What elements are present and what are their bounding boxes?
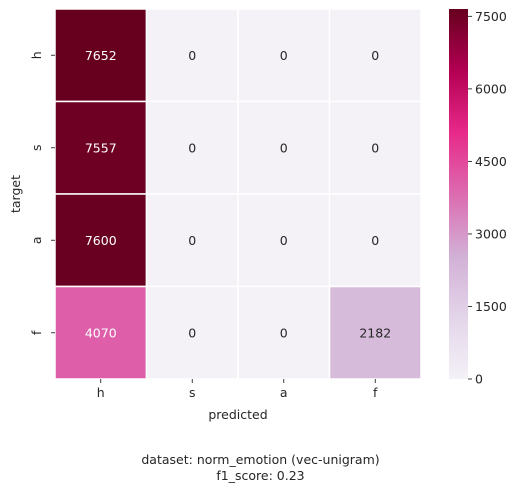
cell-value: 0 [188, 233, 196, 248]
cell-value: 7557 [85, 140, 117, 155]
cell-value: 0 [371, 48, 379, 63]
colorbar-tick-label: 4500 [475, 154, 507, 169]
y-tick-label: f [29, 330, 44, 335]
cell-value: 0 [280, 325, 288, 340]
cell-value: 0 [188, 140, 196, 155]
colorbar [449, 9, 468, 379]
cell-value: 0 [280, 233, 288, 248]
caption-f1-score: f1_score: 0.23 [216, 468, 305, 483]
x-axis-label: predicted [208, 407, 267, 422]
y-tick-label: h [29, 51, 44, 59]
heatmap-cell [145, 285, 239, 380]
heatmap-cell [328, 8, 422, 103]
y-axis-label: target [8, 175, 23, 213]
heatmap-cell [328, 285, 422, 380]
x-tick-label: s [189, 385, 196, 400]
confusion-matrix-chart: 7652 0 0 0 7557 0 0 0 7600 0 0 0 4070 0 0 2182 h s a f h s a… [8, 8, 507, 422]
heatmap-cell [328, 100, 422, 195]
colorbar-tick-label: 6000 [475, 81, 507, 96]
colorbar-tick-label: 7500 [475, 9, 507, 24]
heatmap-cell [145, 193, 239, 288]
colorbar-tick-label: 1500 [475, 299, 507, 314]
x-tick-label: h [97, 385, 105, 400]
colorbar-tick-label: 0 [475, 372, 483, 387]
heatmap-cell [145, 100, 239, 195]
caption-dataset: dataset: norm_emotion (vec-unigram) [141, 452, 380, 467]
heatmap-cell [145, 8, 239, 103]
y-tick-label: s [29, 144, 44, 151]
cell-value: 7600 [85, 233, 117, 248]
heatmap-cell [54, 8, 148, 103]
caption: dataset: norm_emotion (vec-unigram) f1_s… [0, 452, 521, 484]
y-axis: h s a f [29, 51, 55, 335]
cell-value: 4070 [85, 325, 117, 340]
heatmap-cell [237, 8, 331, 103]
cell-value: 0 [371, 233, 379, 248]
cell-value: 2182 [359, 325, 391, 340]
cell-annotations: 7652 0 0 0 7557 0 0 0 7600 0 0 0 4070 0 0 2182 [85, 48, 391, 341]
x-tick-label: a [280, 385, 288, 400]
x-tick-label: f [373, 385, 378, 400]
cell-value: 0 [280, 48, 288, 63]
cell-value: 0 [280, 140, 288, 155]
cell-value: 0 [371, 140, 379, 155]
heatmap-cells [54, 8, 422, 380]
heatmap-cell [328, 193, 422, 288]
colorbar-tick-label: 3000 [475, 226, 507, 241]
cell-value: 0 [188, 325, 196, 340]
cell-value: 7652 [85, 48, 117, 63]
y-tick-label: a [29, 236, 44, 244]
colorbar-ticks: 0 1500 3000 4500 6000 7500 [468, 9, 507, 387]
cell-value: 0 [188, 48, 196, 63]
